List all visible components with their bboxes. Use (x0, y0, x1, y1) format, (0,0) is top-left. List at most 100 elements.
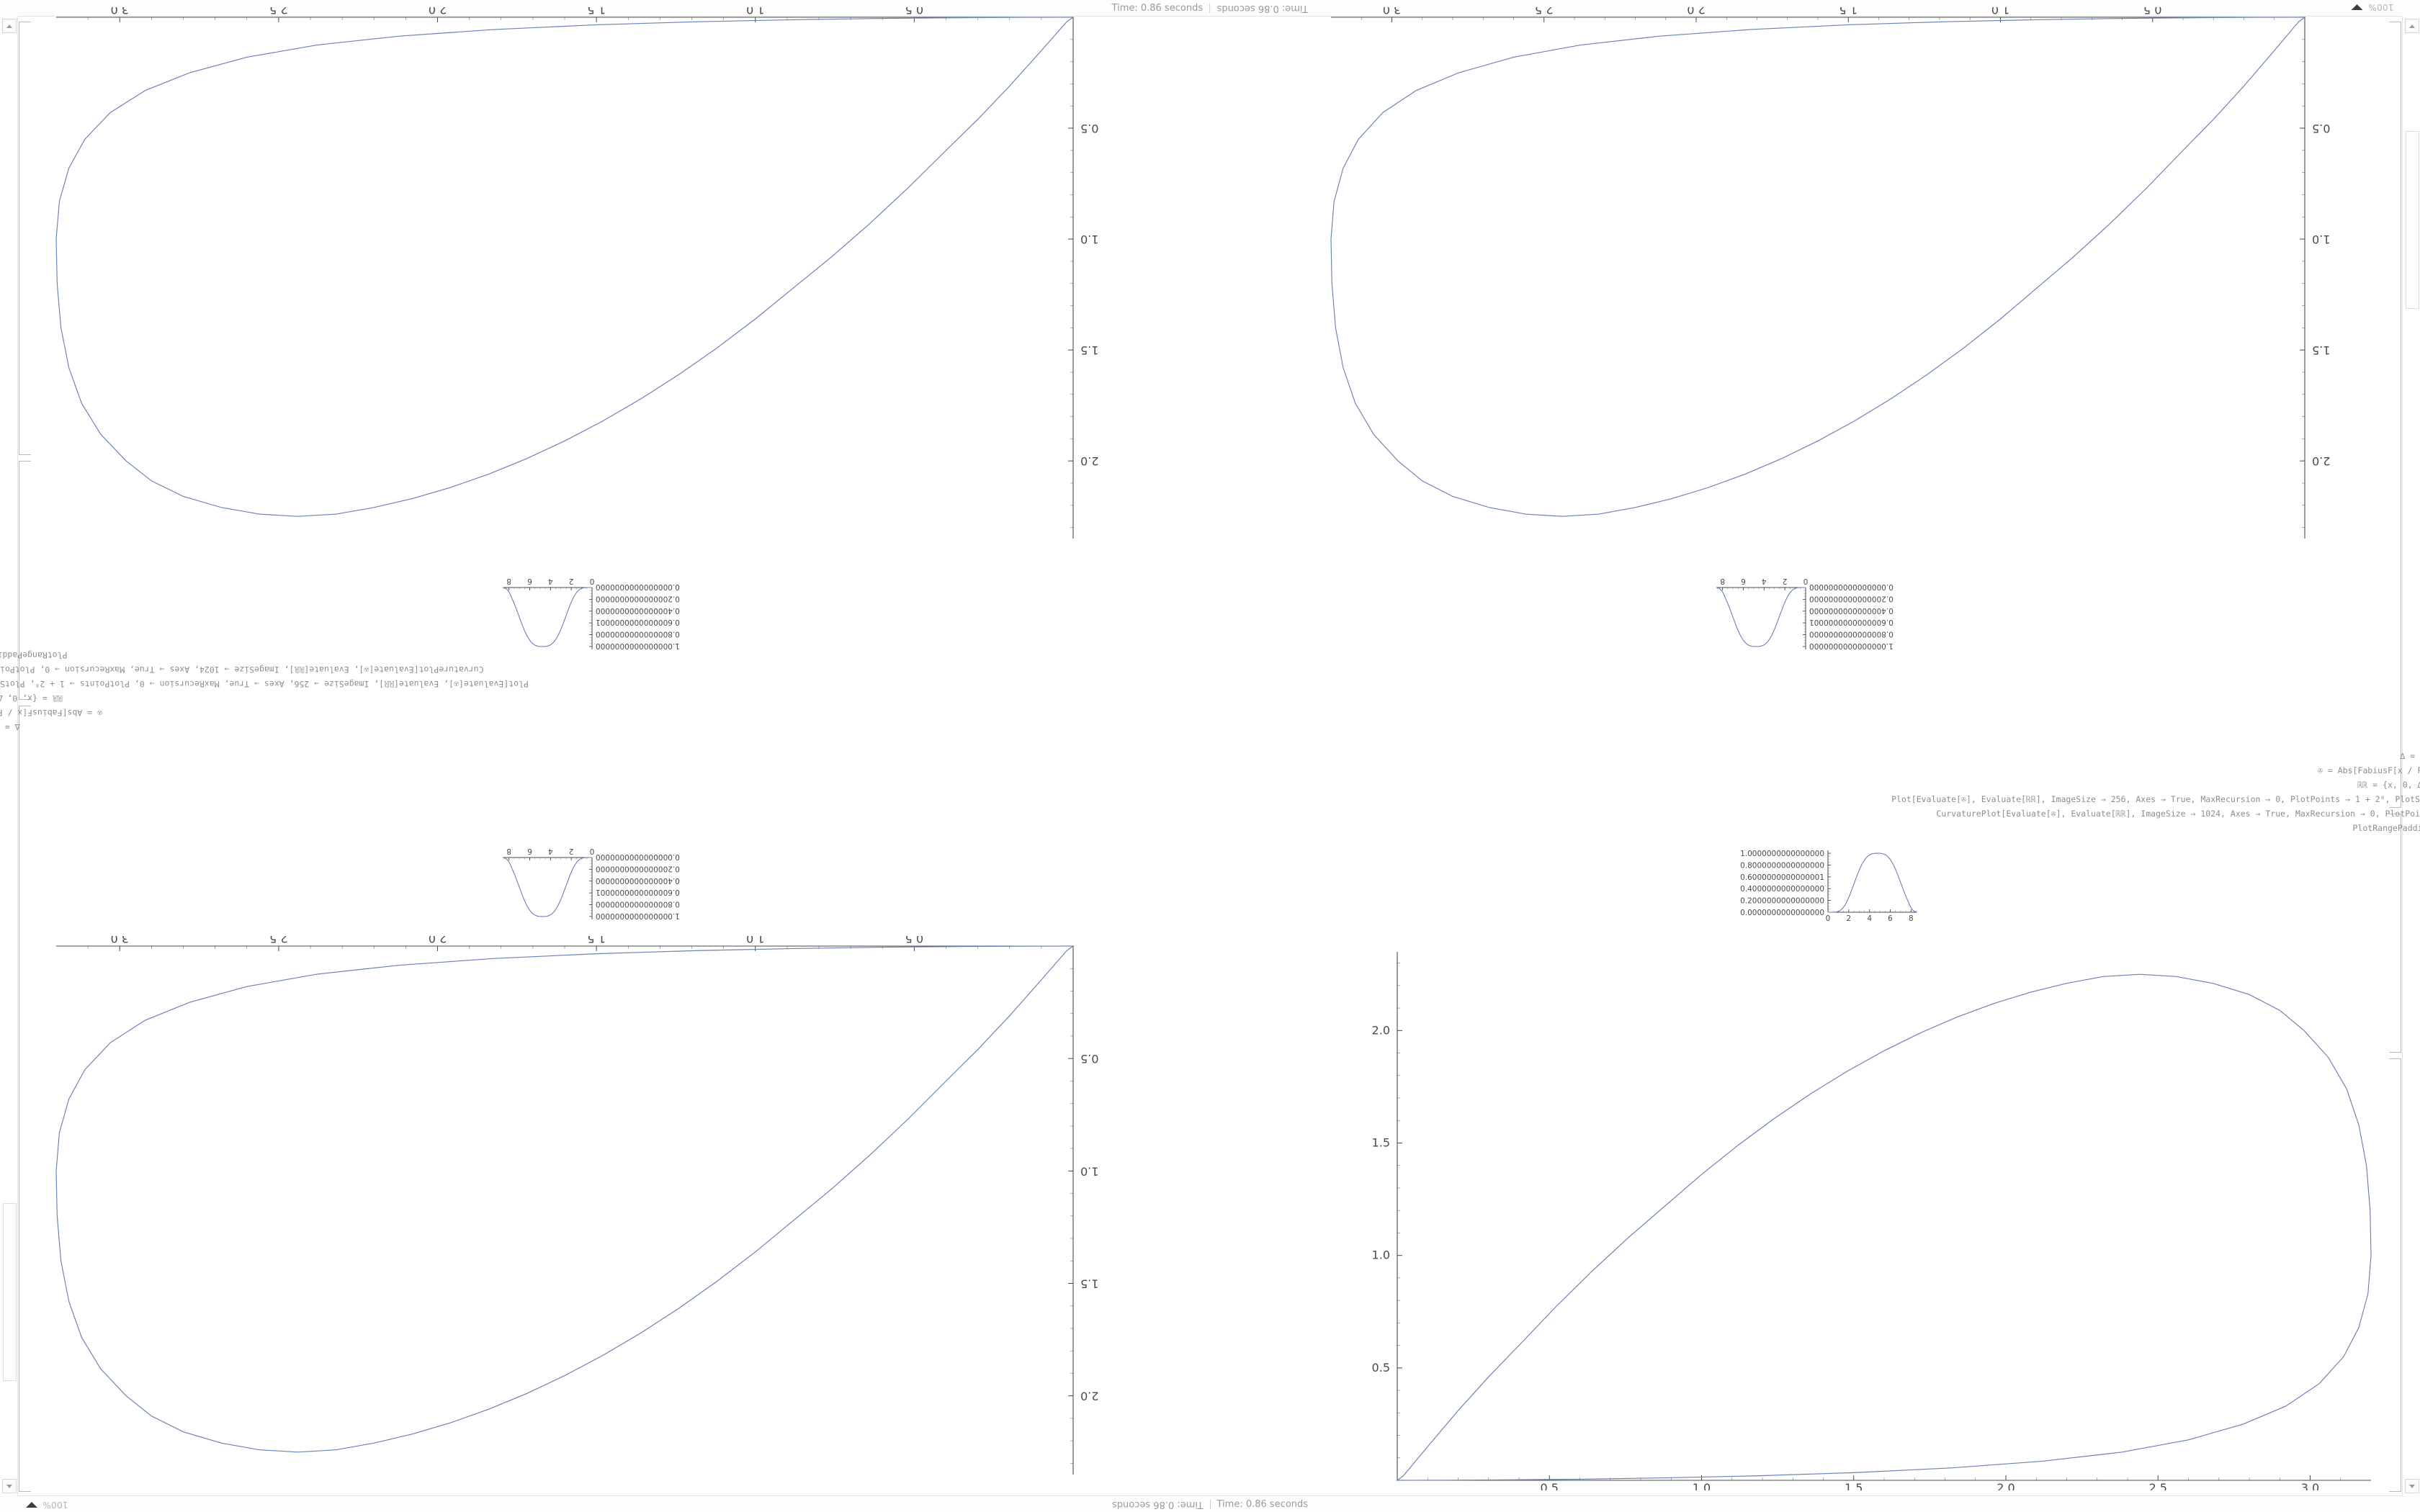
svg-text:2: 2 (1846, 914, 1851, 923)
svg-text:0.8000000000000000: 0.8000000000000000 (596, 630, 680, 639)
svg-text:0.6000000000000001: 0.6000000000000001 (1740, 873, 1824, 882)
cell-bracket[interactable] (19, 706, 31, 1492)
svg-text:4: 4 (1867, 914, 1872, 923)
zoom-control-bottom-left[interactable]: 100% (26, 1500, 68, 1510)
curvature-plot-bottom-right: 0.5 1.0 1.5 2.0 2.5 3.0 0.5 1.0 1.5 2.0 (1318, 936, 2384, 1490)
svg-text:1.0: 1.0 (2312, 233, 2330, 246)
cell-bracket[interactable] (19, 22, 31, 455)
svg-text:1.5: 1.5 (1372, 1135, 1390, 1149)
svg-text:2.0: 2.0 (429, 936, 447, 945)
cell-bracket[interactable] (2389, 814, 2401, 1053)
svg-text:8: 8 (506, 847, 511, 855)
legend-inset-top-right: 0 2 4 6 8 0.0000000000000000 0.200000000000000… (1711, 576, 1955, 654)
code-line: ℝℝ = {x, 0, ∆ / 90 * Pi}; (2357, 780, 2420, 790)
svg-text:1.0: 1.0 (746, 7, 764, 17)
svg-text:0.5: 0.5 (1080, 1052, 1098, 1066)
svg-text:1.0: 1.0 (1080, 1164, 1098, 1178)
svg-text:0.5: 0.5 (905, 936, 923, 945)
status-bar-top: Time: 0.86 seconds Time: 0.86 seconds (0, 0, 2420, 17)
status-time-text-bottom: Time: 0.86 seconds (1216, 1498, 1309, 1510)
caret-up-icon (2409, 24, 2415, 28)
svg-text:0.4000000000000000: 0.4000000000000000 (1809, 606, 1894, 615)
svg-text:1.5: 1.5 (1845, 1481, 1863, 1490)
caret-up-icon (6, 24, 12, 28)
legend-inset-bottom-left: 0 2 4 6 8 0.0000000000000000 0.200000000000000… (497, 846, 742, 924)
svg-text:2.5: 2.5 (1535, 7, 1553, 17)
svg-text:2.5: 2.5 (269, 7, 287, 17)
scroll-up-button[interactable] (2405, 19, 2419, 33)
svg-text:0.6000000000000001: 0.6000000000000001 (596, 618, 680, 626)
svg-text:0.5: 0.5 (1372, 1361, 1390, 1374)
svg-text:0.6000000000000001: 0.6000000000000001 (596, 888, 680, 896)
scrollbar-vertical-right[interactable] (2402, 16, 2420, 1496)
scrollbar-vertical-left[interactable] (0, 16, 18, 1496)
scroll-up-button-left[interactable] (2, 19, 17, 33)
legend-inset-top-left: 0 2 4 6 8 0.0000000000000000 0.200000000000000… (497, 576, 742, 654)
cell-bracket[interactable] (19, 461, 31, 700)
svg-text:6: 6 (527, 847, 532, 855)
caret-down-icon (6, 1484, 12, 1488)
svg-text:2.5: 2.5 (269, 936, 287, 945)
scrollbar-thumb-left[interactable] (3, 1203, 17, 1381)
svg-text:0: 0 (1803, 577, 1809, 585)
status-time-text-bottom-mirror: Time: 0.86 seconds (1111, 1498, 1204, 1510)
svg-text:8: 8 (1909, 914, 1914, 923)
curvature-plot-top-left: 0.5 1.0 1.5 2.0 2.5 3.0 0.5 1.0 1.5 2.0 (43, 7, 1152, 554)
svg-text:6: 6 (1888, 914, 1893, 923)
status-time-text-mirror: Time: 0.86 seconds (1216, 2, 1309, 14)
svg-text:3.0: 3.0 (1383, 7, 1401, 17)
svg-text:0.0000000000000000: 0.0000000000000000 (1809, 582, 1894, 591)
svg-text:2.0: 2.0 (1080, 1390, 1098, 1403)
code-line: Plot[Evaluate[✇], Evaluate[ℝℝ], ImageSiz… (0, 679, 529, 689)
code-line: CurvaturePlot[Evaluate[✇], Evaluate[ℝℝ],… (1936, 809, 2420, 819)
svg-text:4: 4 (548, 577, 553, 585)
scroll-down-button[interactable] (2405, 1479, 2419, 1493)
svg-text:2.0: 2.0 (1372, 1023, 1390, 1037)
svg-text:2.0: 2.0 (1996, 1481, 2015, 1490)
svg-text:3.0: 3.0 (111, 7, 129, 17)
scrollbar-thumb[interactable] (2406, 131, 2419, 309)
svg-text:1.5: 1.5 (1080, 1277, 1098, 1291)
cell-bracket[interactable] (2389, 22, 2401, 808)
svg-text:3.0: 3.0 (2301, 1481, 2319, 1490)
svg-text:1.0000000000000000: 1.0000000000000000 (596, 642, 680, 650)
svg-text:0.6000000000000001: 0.6000000000000001 (1809, 618, 1894, 626)
svg-text:0.2000000000000000: 0.2000000000000000 (596, 864, 680, 873)
svg-text:1.5: 1.5 (2312, 343, 2330, 357)
svg-text:1.0: 1.0 (1080, 233, 1098, 246)
svg-text:0.5: 0.5 (2143, 7, 2161, 17)
zoom-level-label-bottom: 100% (42, 1500, 68, 1510)
svg-text:1.0: 1.0 (1372, 1248, 1390, 1262)
scroll-down-button-left[interactable] (2, 1479, 17, 1493)
svg-text:0.5: 0.5 (1080, 122, 1098, 135)
svg-text:1.5: 1.5 (1839, 7, 1857, 17)
chevron-down-icon[interactable] (26, 1502, 37, 1508)
svg-text:0: 0 (590, 847, 595, 855)
svg-text:8: 8 (506, 577, 511, 585)
svg-text:6: 6 (1741, 577, 1746, 585)
svg-text:1.5: 1.5 (1080, 343, 1098, 357)
svg-text:2.0: 2.0 (1080, 454, 1098, 468)
svg-text:1.0000000000000000: 1.0000000000000000 (1740, 850, 1824, 858)
code-line: Plot[Evaluate[✇], Evaluate[ℝℝ], ImageSiz… (1891, 794, 2420, 804)
code-block-left[interactable]: ∆ = 242; ✇ = Abs[FabiusF[x / Pi * (360 /… (0, 648, 1210, 734)
code-block-right[interactable]: ∆ = 242; ✇ = Abs[FabiusF[x / Pi * (360 /… (1210, 749, 2420, 835)
svg-text:0.5: 0.5 (1541, 1481, 1559, 1490)
svg-text:0.4000000000000000: 0.4000000000000000 (1740, 885, 1824, 894)
code-line: CurvaturePlot[Evaluate[✇], Evaluate[ℝℝ],… (0, 665, 484, 675)
svg-text:1.5: 1.5 (587, 7, 605, 17)
cell-bracket[interactable] (2389, 1058, 2401, 1492)
svg-text:0.0000000000000000: 0.0000000000000000 (596, 852, 680, 861)
svg-text:2: 2 (569, 577, 574, 585)
status-divider (1209, 1499, 1211, 1509)
svg-text:2: 2 (569, 847, 574, 855)
svg-text:1.5: 1.5 (587, 936, 605, 945)
svg-text:1.0000000000000000: 1.0000000000000000 (596, 912, 680, 920)
svg-text:0.0000000000000000: 0.0000000000000000 (1740, 909, 1824, 917)
svg-text:2.0: 2.0 (2312, 454, 2330, 468)
svg-text:0.8000000000000000: 0.8000000000000000 (596, 900, 680, 909)
legend-inset-bottom-right: 0 2 4 6 8 0.0000000000000000 0.200000000000000… (1678, 846, 1923, 924)
svg-text:2.0: 2.0 (1687, 7, 1705, 17)
svg-text:8: 8 (1720, 577, 1725, 585)
svg-text:0.2000000000000000: 0.2000000000000000 (1740, 897, 1824, 906)
